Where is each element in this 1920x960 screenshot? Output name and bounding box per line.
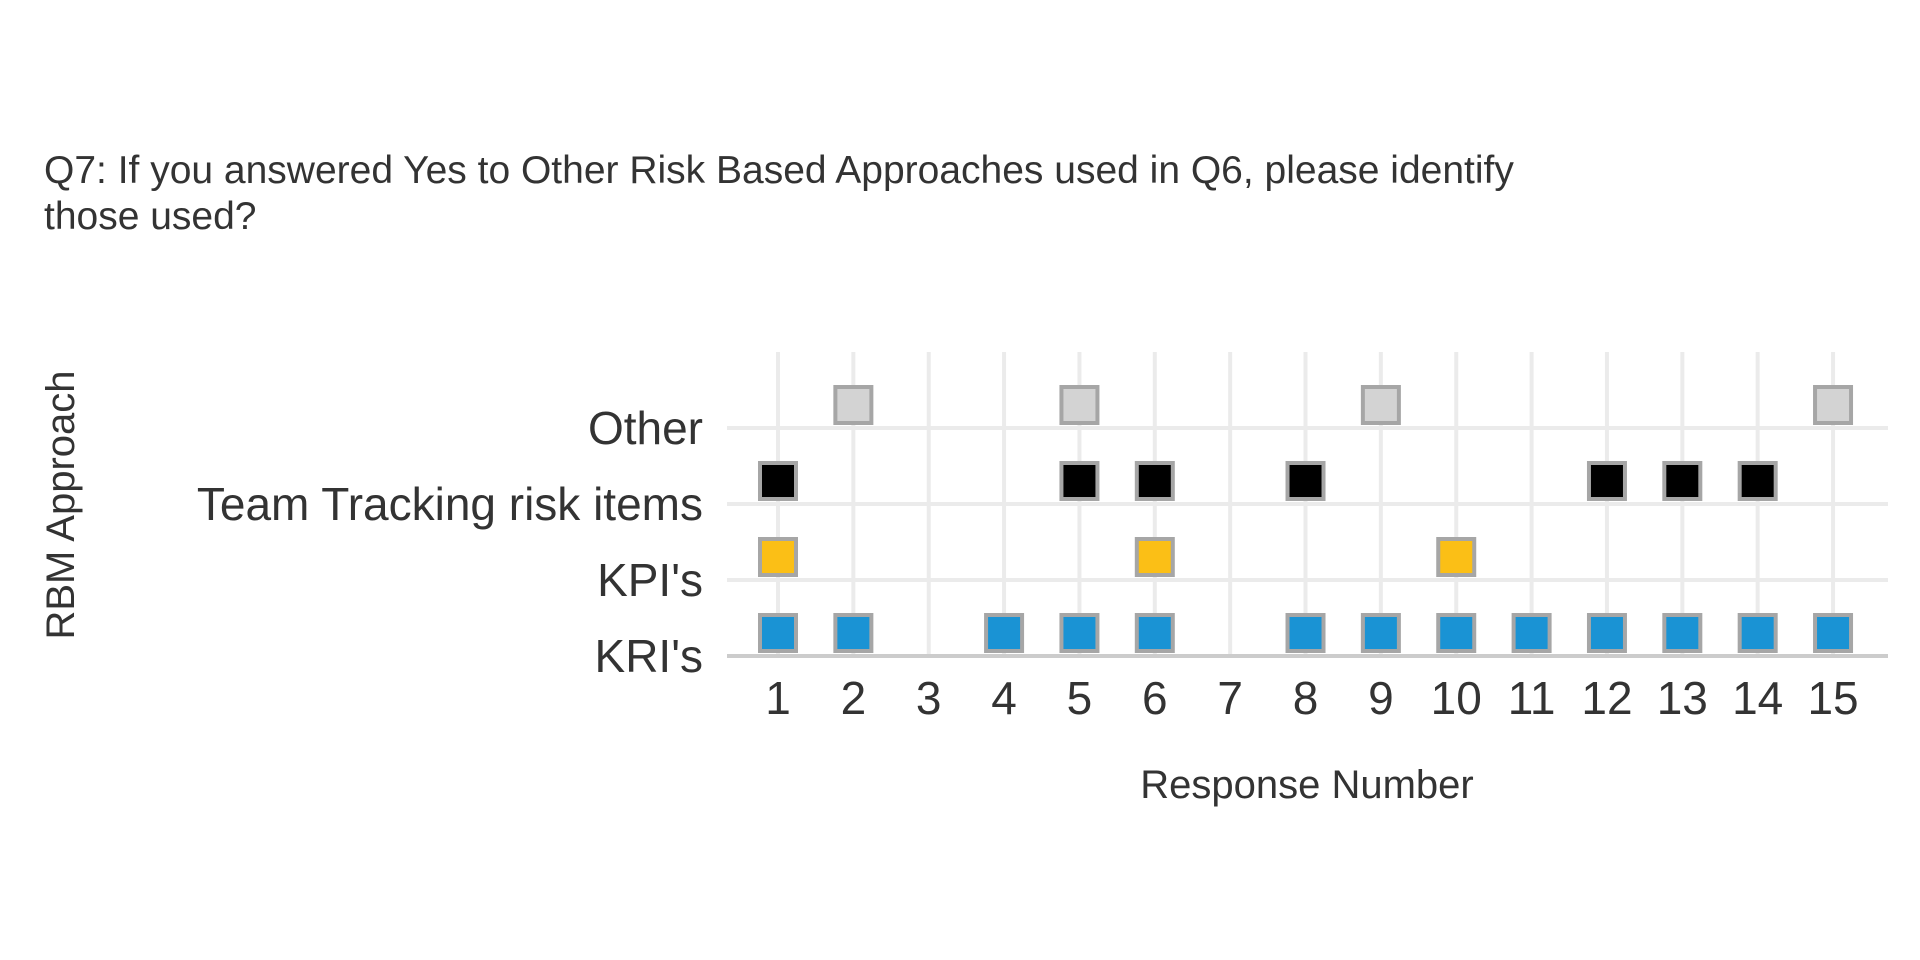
y-tick-label: Other — [588, 402, 703, 454]
data-point — [1586, 461, 1627, 501]
data-point — [1813, 385, 1854, 425]
data-point — [1813, 613, 1854, 653]
x-tick-label: 9 — [1368, 672, 1394, 724]
grid — [727, 352, 1888, 658]
x-tick-label: 3 — [916, 672, 942, 724]
data-point — [1059, 385, 1100, 425]
data-point — [1662, 613, 1703, 653]
x-tick-label: 12 — [1581, 672, 1632, 724]
x-tick-label: 5 — [1067, 672, 1093, 724]
x-tick-label: 15 — [1807, 672, 1858, 724]
data-point — [1586, 613, 1627, 653]
data-point — [1436, 537, 1477, 577]
x-axis-ticks: 1 2 3 4 5 6 7 8 9 10 11 12 13 14 15 — [765, 672, 1858, 724]
data-point — [1059, 613, 1100, 653]
data-point — [1285, 461, 1326, 501]
data-point — [1436, 613, 1477, 653]
y-axis-title: RBM Approach — [39, 370, 83, 639]
x-tick-label: 13 — [1657, 672, 1708, 724]
data-point — [1662, 461, 1703, 501]
x-tick-label: 6 — [1142, 672, 1168, 724]
data-point — [1511, 613, 1552, 653]
chart-title: Q7: If you answered Yes to Other Risk Ba… — [44, 149, 1514, 238]
data-point — [1737, 461, 1778, 501]
data-point — [1134, 537, 1175, 577]
x-tick-label: 4 — [991, 672, 1017, 724]
y-axis-ticks: KRI's KPI's Team Tracking risk items Other — [197, 402, 703, 682]
y-tick-label: KRI's — [595, 630, 703, 682]
y-tick-label: Team Tracking risk items — [197, 478, 703, 530]
data-point — [1360, 385, 1401, 425]
data-point — [1134, 461, 1175, 501]
data-point — [1360, 613, 1401, 653]
data-point — [833, 385, 874, 425]
x-tick-label: 2 — [841, 672, 867, 724]
x-tick-label: 11 — [1508, 672, 1556, 724]
data-point — [758, 461, 798, 501]
x-tick-label: 1 — [765, 672, 791, 724]
data-point — [1134, 613, 1175, 653]
x-axis-title: Response Number — [1140, 763, 1474, 807]
data-point — [758, 537, 798, 577]
x-tick-label: 10 — [1431, 672, 1482, 724]
x-tick-label: 7 — [1217, 672, 1243, 724]
x-tick-label: 8 — [1293, 672, 1319, 724]
chart-title-line: Q7: If you answered Yes to Other Risk Ba… — [44, 149, 1514, 192]
x-tick-label: 14 — [1732, 672, 1783, 724]
data-point — [1737, 613, 1778, 653]
data-point — [1059, 461, 1100, 501]
data-point — [758, 613, 798, 653]
y-tick-label: KPI's — [597, 554, 703, 606]
data-point — [1285, 613, 1326, 653]
data-points — [758, 385, 1854, 653]
data-point — [984, 613, 1025, 653]
data-point — [833, 613, 874, 653]
chart-title-line: those used? — [44, 195, 257, 238]
